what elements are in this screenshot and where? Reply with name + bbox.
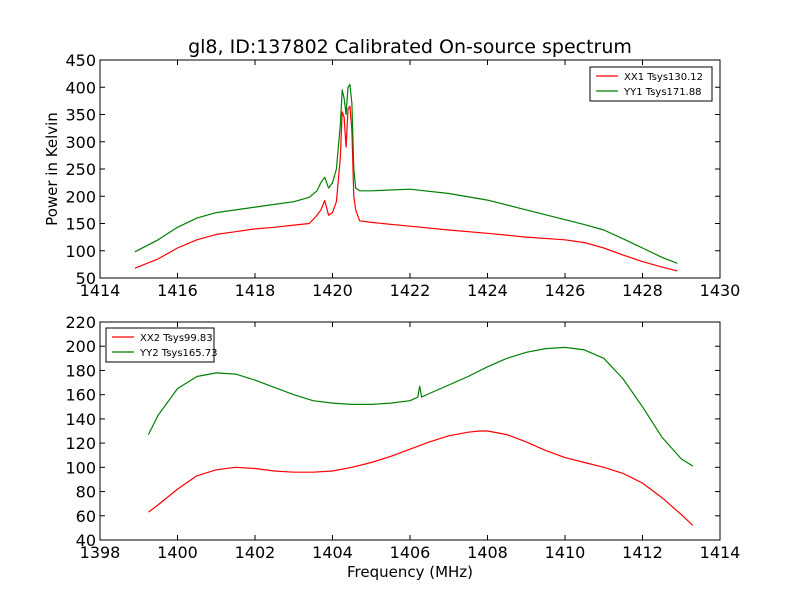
y-tick-label: 60 <box>76 507 96 526</box>
x-axis-label: Frequency (MHz) <box>347 563 473 581</box>
y-tick-label: 160 <box>65 386 96 405</box>
x-tick-label: 1404 <box>312 543 353 562</box>
x-tick-label: 1410 <box>545 543 586 562</box>
x-tick-label: 1418 <box>235 281 276 300</box>
y-tick-label: 100 <box>65 242 96 261</box>
x-tick-label: 1420 <box>312 281 353 300</box>
y-tick-label: 140 <box>65 410 96 429</box>
y-tick-label: 250 <box>65 160 96 179</box>
y-tick-label: 80 <box>76 483 96 502</box>
x-tick-label: 1430 <box>700 281 741 300</box>
x-tick-label: 1408 <box>467 543 508 562</box>
legend-box <box>589 66 713 102</box>
x-tick-label: 1428 <box>622 281 663 300</box>
y-tick-label: 450 <box>65 51 96 70</box>
series-line-yy2 <box>147 346 694 467</box>
x-tick-label: 1424 <box>467 281 508 300</box>
top-spectrum-plot: 1414 1416 1418 1420 1422 1424 1426 1428 1430 50 10… <box>43 51 740 300</box>
x-tick-label: 1406 <box>390 543 431 562</box>
y-tick-label: 300 <box>65 133 96 152</box>
x-tick-label: 1426 <box>545 281 586 300</box>
y-tick-label: 350 <box>65 106 96 125</box>
x-tick-label: 1416 <box>157 281 198 300</box>
chart-title: gl8, ID:137802 Calibrated On-source spec… <box>188 36 632 58</box>
legend-label: YY1 Tsys171.88 <box>623 87 702 98</box>
x-tick-label: 1402 <box>235 543 276 562</box>
y-tick-label: 200 <box>65 187 96 206</box>
y-axis-label: Power in Kelvin <box>43 112 61 226</box>
bottom-spectrum-plot: 1398 1400 1402 1404 1406 1408 1410 1412 1414 40 60… <box>65 313 740 581</box>
series-line-yy1 <box>134 83 678 264</box>
y-tick-label: 100 <box>65 458 96 477</box>
x-tick-label: 1400 <box>157 543 198 562</box>
series-line-xx1 <box>134 105 678 272</box>
legend-box <box>105 327 215 363</box>
x-tick-label: 1398 <box>80 543 121 562</box>
y-tick-label: 50 <box>76 269 96 288</box>
x-tick-label: 1414 <box>80 281 121 300</box>
legend-label: YY2 Tsys165.73 <box>139 348 218 359</box>
y-tick-label: 220 <box>65 313 96 332</box>
x-tick-label: 1414 <box>700 543 741 562</box>
y-tick-label: 200 <box>65 337 96 356</box>
legend-label: XX1 Tsys130.12 <box>624 72 703 83</box>
y-tick-label: 120 <box>65 434 96 453</box>
x-tick-label: 1412 <box>622 543 663 562</box>
legend-label: XX2 Tsys99.83 <box>140 333 213 344</box>
series-line-xx2 <box>148 430 694 526</box>
x-tick-label: 1422 <box>390 281 431 300</box>
y-tick-label: 400 <box>65 78 96 97</box>
y-tick-label: 150 <box>65 215 96 234</box>
y-tick-label: 180 <box>65 361 96 380</box>
y-tick-label: 40 <box>76 531 96 550</box>
